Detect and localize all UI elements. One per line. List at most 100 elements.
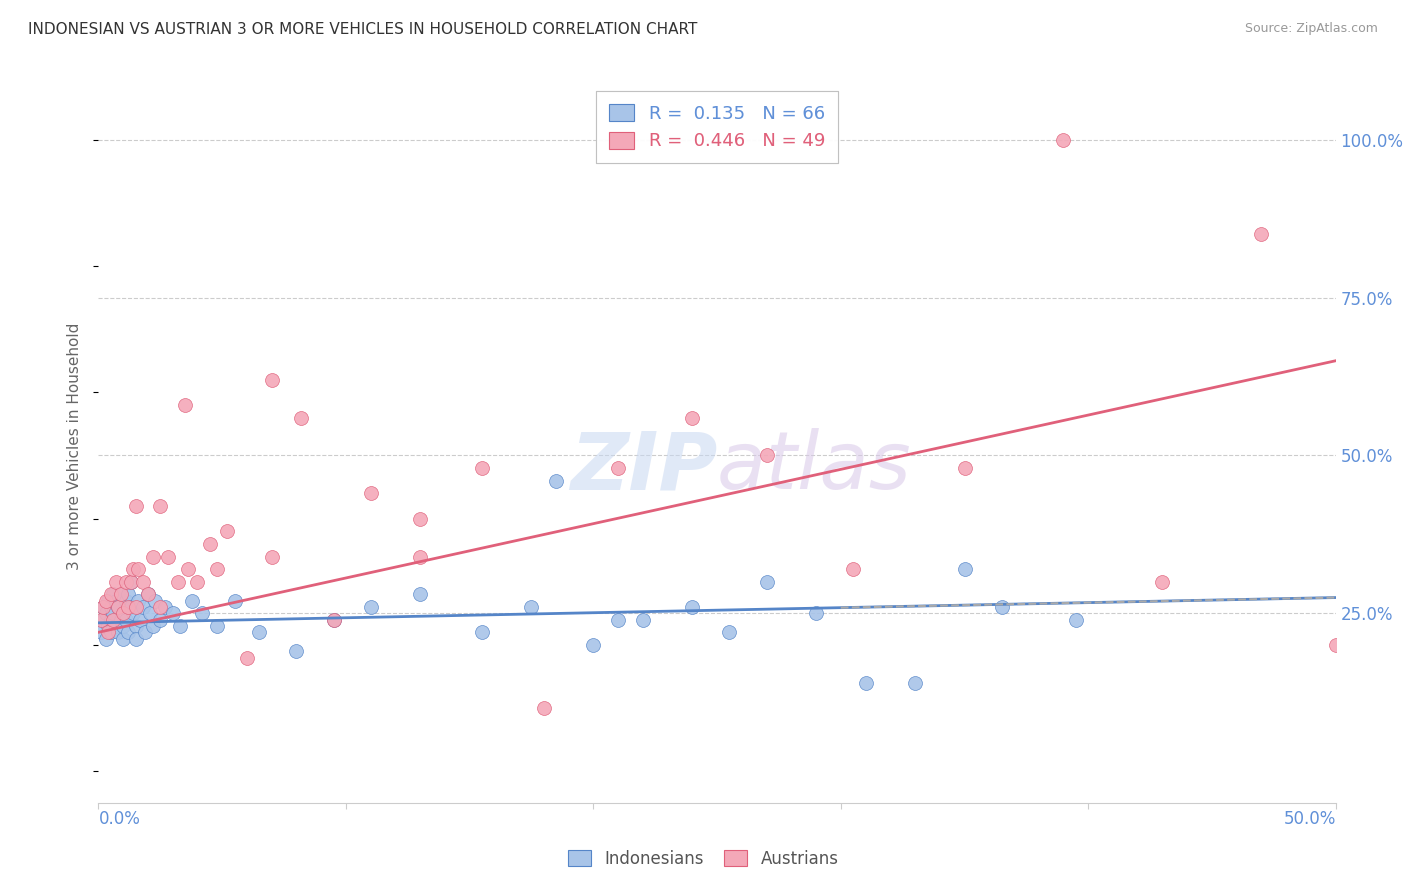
Legend: R =  0.135   N = 66, R =  0.446   N = 49: R = 0.135 N = 66, R = 0.446 N = 49 [596,91,838,163]
Point [471,461,494,475]
Point [97,625,120,640]
Point [166,574,188,589]
Point [990,600,1012,615]
Point [804,607,827,621]
Point [90,613,112,627]
Point [97,619,120,633]
Point [533,701,555,715]
Point [100,613,122,627]
Point [100,625,122,640]
Point [681,600,703,615]
Point [114,574,136,589]
Point [104,619,127,633]
Point [681,410,703,425]
Point [174,398,197,412]
Point [97,593,120,607]
Point [520,600,543,615]
Point [129,613,152,627]
Legend: Indonesians, Austrians: Indonesians, Austrians [561,844,845,875]
Point [607,461,630,475]
Point [290,410,312,425]
Point [1052,133,1074,147]
Point [104,593,127,607]
Point [94,607,117,621]
Point [110,613,132,627]
Point [124,499,146,513]
Point [718,625,741,640]
Point [236,650,259,665]
Point [136,587,159,601]
Point [156,549,179,564]
Text: 0.0%: 0.0% [98,810,141,829]
Point [124,632,146,646]
Point [260,549,283,564]
Point [112,619,135,633]
Point [103,587,125,601]
Point [100,600,122,615]
Point [120,574,142,589]
Point [134,625,156,640]
Point [120,600,142,615]
Point [107,600,129,615]
Point [120,574,142,589]
Point [205,562,228,576]
Point [122,607,145,621]
Point [904,675,927,690]
Text: INDONESIAN VS AUSTRIAN 3 OR MORE VEHICLES IN HOUSEHOLD CORRELATION CHART: INDONESIAN VS AUSTRIAN 3 OR MORE VEHICLE… [28,22,697,37]
Point [124,600,146,615]
Point [127,593,149,607]
Point [112,607,135,621]
Point [191,607,214,621]
Point [471,625,494,640]
Text: 50.0%: 50.0% [1284,810,1336,829]
Point [176,562,198,576]
Point [124,619,146,633]
Point [224,593,246,607]
Point [631,613,654,627]
Point [217,524,239,539]
Point [155,600,177,615]
Point [93,613,115,627]
Point [842,562,865,576]
Point [100,587,122,601]
Point [103,613,125,627]
Point [149,600,172,615]
Point [142,619,165,633]
Point [360,600,382,615]
Point [162,607,184,621]
Point [94,593,117,607]
Point [117,587,139,601]
Point [93,600,115,615]
Point [132,574,155,589]
Point [181,593,204,607]
Point [1250,227,1272,242]
Point [110,587,132,601]
Point [186,574,208,589]
Point [107,600,129,615]
Point [247,625,270,640]
Point [409,549,432,564]
Point [136,587,159,601]
Point [114,593,136,607]
Point [117,625,139,640]
Point [139,607,162,621]
Point [1064,613,1087,627]
Point [112,607,135,621]
Point [360,486,382,500]
Point [94,632,117,646]
Point [104,574,127,589]
Point [409,511,432,525]
Point [142,549,165,564]
Point [122,562,145,576]
Point [112,632,135,646]
Point [149,613,172,627]
Point [260,373,283,387]
Point [322,613,344,627]
Point [285,644,308,658]
Point [110,587,132,601]
Point [1152,574,1174,589]
Point [953,562,976,576]
Point [855,675,877,690]
Text: atlas: atlas [717,428,912,507]
Point [1324,638,1347,652]
